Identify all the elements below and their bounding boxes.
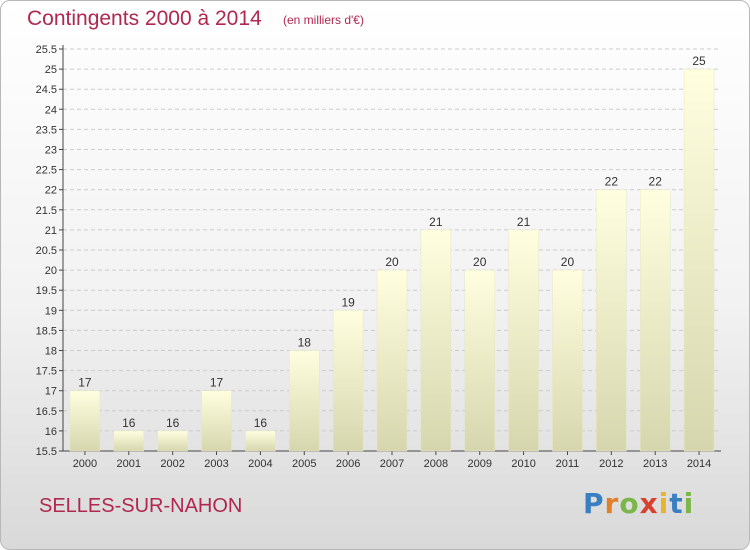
commune-name: SELLES-SUR-NAHON <box>39 495 243 517</box>
y-tick-label: 21.5 <box>36 205 57 217</box>
x-tick-label: 2011 <box>556 458 580 470</box>
y-tick-label: 18 <box>45 346 57 358</box>
bar-value-label: 16 <box>166 416 180 430</box>
y-tick-label: 25 <box>45 64 57 76</box>
bar <box>376 269 408 452</box>
y-tick-label: 15.5 <box>36 446 57 458</box>
y-tick-label: 19 <box>45 305 57 317</box>
bar <box>289 350 320 452</box>
bar <box>332 310 364 452</box>
bar-value-label: 22 <box>649 175 663 189</box>
y-tick-label: 24 <box>45 104 57 116</box>
brand-logo: Proxiti <box>583 487 695 520</box>
bar <box>596 189 627 452</box>
bar <box>639 189 671 452</box>
y-tick-label: 17 <box>45 386 57 398</box>
bar-value-label: 18 <box>298 336 312 350</box>
bar-value-label: 16 <box>122 416 136 430</box>
bar <box>683 68 715 452</box>
x-tick-label: 2001 <box>117 458 141 470</box>
x-tick-label: 2008 <box>424 458 448 470</box>
y-tick-label: 16 <box>45 426 57 438</box>
y-tick-label: 17.5 <box>36 366 57 378</box>
x-tick-label: 2012 <box>599 458 623 470</box>
bars <box>69 68 715 452</box>
bar <box>201 390 232 452</box>
bar-value-label: 19 <box>341 295 355 309</box>
bar <box>420 229 452 452</box>
bar-value-label: 17 <box>210 376 224 390</box>
x-tick-label: 2005 <box>292 458 316 470</box>
x-tick-label: 2007 <box>380 458 404 470</box>
x-tick-label: 2009 <box>467 458 491 470</box>
value-labels: 17 16 16 17 16 18 19 20 21 20 21 20 22 22 25 <box>78 54 706 430</box>
x-tick-label: 2006 <box>336 458 360 470</box>
bar-value-label: 20 <box>385 255 399 269</box>
x-tick-label: 2013 <box>643 458 667 470</box>
y-tick-label: 20.5 <box>36 245 57 257</box>
bar-value-label: 16 <box>254 416 268 430</box>
bar-value-label: 20 <box>473 255 487 269</box>
bar-value-label: 17 <box>78 376 92 390</box>
y-tick-label: 22.5 <box>36 165 57 177</box>
bar-value-label: 21 <box>517 215 531 229</box>
y-tick-label: 19.5 <box>36 285 57 297</box>
x-tick-label: 2010 <box>511 458 535 470</box>
y-tick-label: 21 <box>45 225 57 237</box>
chart-title: Contingents 2000 à 2014 <box>27 7 262 30</box>
y-tick-label: 24.5 <box>36 84 57 96</box>
x-tick-labels: 2000 2001 2002 2003 2004 2005 2006 2007 2008 2009… <box>73 458 712 470</box>
bar <box>464 269 495 452</box>
y-tick-label: 25.5 <box>36 44 57 56</box>
y-tick-label: 22 <box>45 185 57 197</box>
bar-value-label: 25 <box>692 54 706 68</box>
x-tick-label: 2014 <box>687 458 711 470</box>
x-tick-label: 2002 <box>160 458 184 470</box>
bar <box>508 229 539 452</box>
bar <box>157 430 188 452</box>
bar-value-label: 21 <box>429 215 443 229</box>
y-tick-label: 23 <box>45 145 57 157</box>
x-tick-label: 2003 <box>204 458 228 470</box>
y-tick-label: 18.5 <box>36 325 57 337</box>
bar <box>69 390 101 452</box>
y-tick-labels: 15.5 16 16.5 17 17.5 18 18.5 19 19.5 20 20.5 21 21.5… <box>36 44 57 458</box>
y-tick-label: 23.5 <box>36 124 57 136</box>
y-tick-label: 20 <box>45 265 57 277</box>
bar <box>245 430 276 452</box>
bar-value-label: 20 <box>561 255 575 269</box>
x-tick-label: 2004 <box>248 458 272 470</box>
bar-value-label: 22 <box>605 175 619 189</box>
bar <box>113 430 145 452</box>
chart-subtitle: (en milliers d'€) <box>283 13 364 27</box>
y-tick-label: 16.5 <box>36 406 57 418</box>
bar <box>552 269 583 452</box>
x-tick-label: 2000 <box>73 458 97 470</box>
